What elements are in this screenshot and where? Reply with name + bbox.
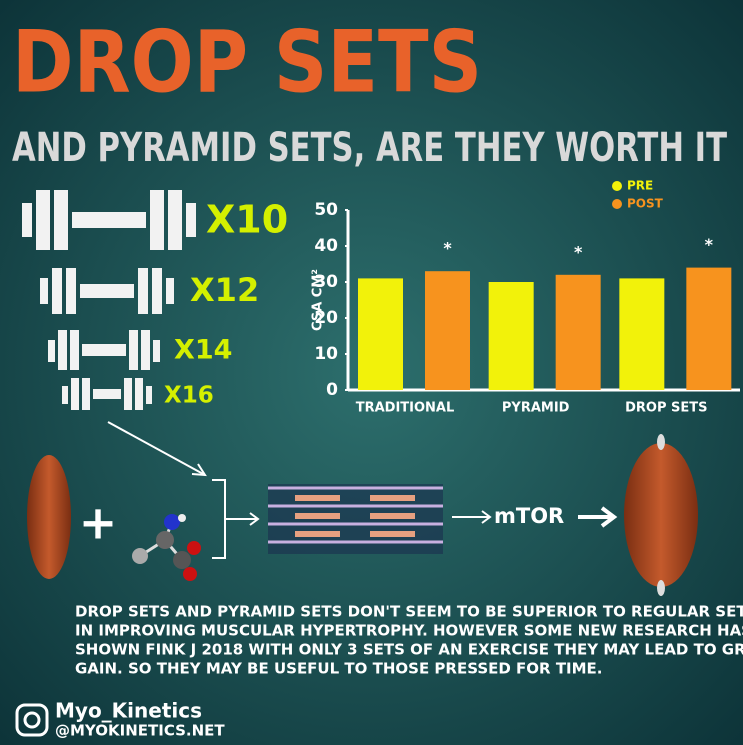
annotation: * [574,242,583,261]
bar [488,282,534,390]
x-tick-label: TRADITIONAL [356,401,455,416]
instagram-icon [15,703,49,737]
annotation: * [443,239,452,258]
annotation: * [705,235,714,254]
arrow [578,506,618,528]
bar [425,271,470,390]
rep-label: X16 [164,383,214,409]
x-tick-label: PYRAMID [502,401,570,416]
tendon [657,434,665,450]
muscle [624,443,698,587]
body-line: SHOWN FINK J 2018 WITH ONLY 3 SETS OF AN… [75,641,743,659]
muscle [27,455,71,579]
arrow [107,421,260,559]
y-tick-label: 10 [314,344,338,364]
y-tick-label: 50 [314,200,338,220]
rep-label: X10 [206,198,288,242]
y-tick-label: 20 [314,308,338,328]
body-line: IN IMPROVING MUSCULAR HYPERTROPHY. HOWEV… [75,622,743,640]
brand: Myo_Kinetics [55,699,202,723]
y-axis-label: CSA CM² [311,269,326,331]
y-tick-label: 0 [326,380,338,400]
dumbbells [22,190,196,410]
bar [686,267,732,390]
subtitle: AND PYRAMID SETS, ARE THEY WORTH IT [12,125,728,171]
tendon [657,580,665,596]
rep-label: X14 [174,335,232,366]
y-tick-label: 30 [314,272,338,292]
bar [555,274,601,390]
legend-label: POST [627,197,664,211]
plus-sign: + [79,496,118,550]
legend-label: PRE [627,179,653,193]
bar [358,278,403,390]
title: DROP SETS [12,12,482,112]
myofibril [268,484,443,554]
rep-label: X12 [190,271,259,309]
y-tick-label: 40 [314,236,338,256]
pathway-label: mTOR [494,504,564,528]
bar [619,278,665,390]
x-tick-label: DROP SETS [625,401,707,416]
body-line: DROP SETS AND PYRAMID SETS DON'T SEEM TO… [75,603,743,621]
body-text: DROP SETS AND PYRAMID SETS DON'T SEEM TO… [75,603,743,678]
legend-swatch [612,199,622,209]
body-line: GAIN. SO THEY MAY BE USEFUL TO THOSE PRE… [75,660,603,678]
legend-swatch [612,181,622,191]
molecule [132,514,201,581]
arrow [452,510,492,524]
handle: @MYOKINETICS.NET [55,722,225,740]
instagram-icon [23,711,41,729]
